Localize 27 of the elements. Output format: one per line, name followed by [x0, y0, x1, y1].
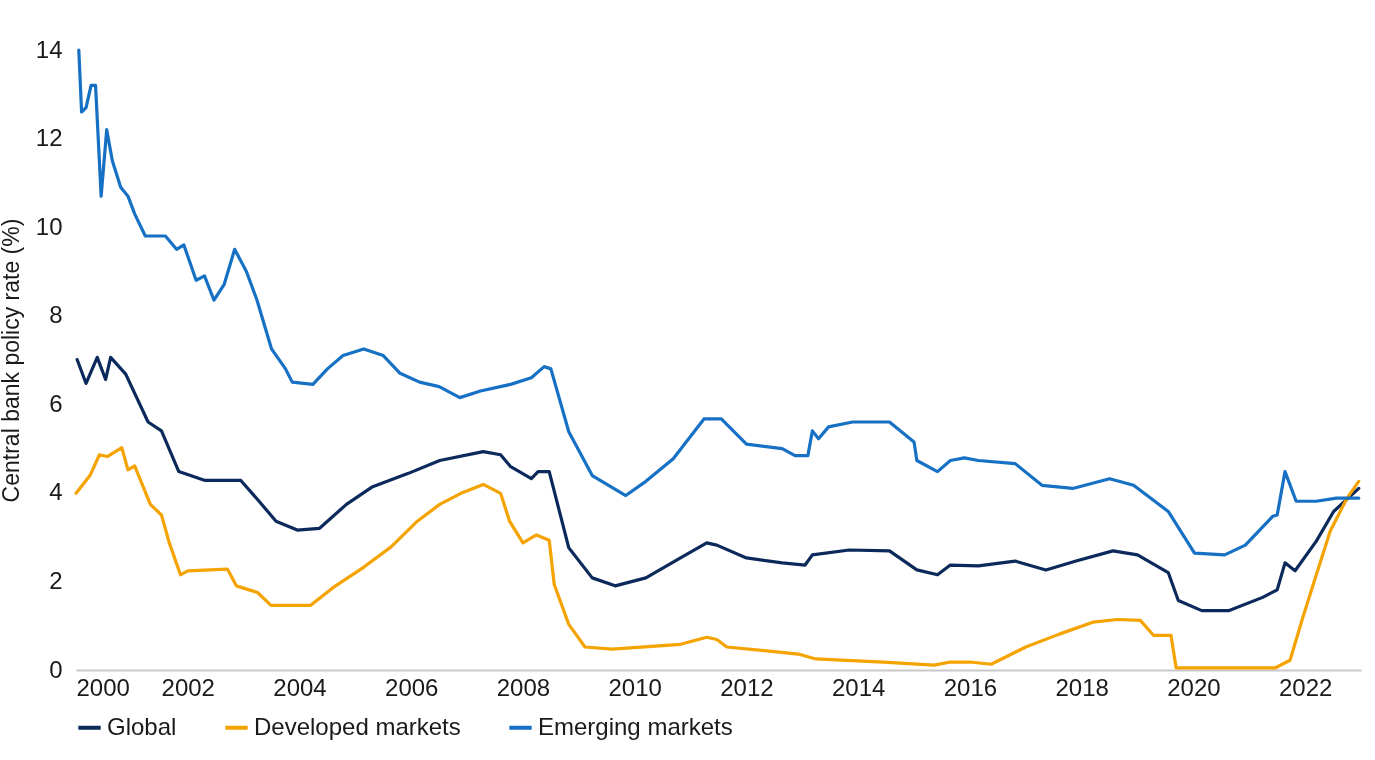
x-tick-label: 2016	[943, 673, 998, 701]
line-series	[74, 446, 1361, 670]
x-tick-label: 2000	[76, 673, 130, 701]
line-series	[77, 48, 1361, 557]
y-tick-label: 10	[35, 212, 63, 240]
x-tick-label: 2010	[608, 673, 662, 701]
x-tick-label: 2004	[273, 673, 327, 701]
x-tick-label: 2020	[1167, 673, 1221, 701]
y-tick-label: 8	[49, 301, 63, 329]
x-tick-label: 2002	[161, 673, 215, 701]
y-tick-label: 0	[49, 655, 63, 683]
x-tick-label: 2018	[1055, 673, 1109, 701]
line-series	[75, 355, 1361, 613]
x-tick-label: 2008	[496, 673, 551, 701]
x-tick-label: 2022	[1278, 673, 1333, 701]
y-tick-label: 14	[35, 35, 63, 63]
x-tick-label: 2006	[385, 673, 439, 701]
legend-label: Emerging markets	[538, 712, 733, 740]
x-tick-label: 2012	[720, 673, 774, 701]
legend-label: Developed markets	[254, 712, 461, 740]
y-tick-label: 4	[49, 478, 63, 506]
y-axis-title: Central bank policy rate (%)	[0, 218, 24, 503]
y-tick-label: 2	[49, 566, 63, 594]
y-tick-label: 12	[35, 124, 63, 152]
legend-label: Global	[107, 712, 177, 740]
x-tick-label: 2014	[831, 673, 886, 701]
y-tick-label: 6	[49, 389, 63, 417]
